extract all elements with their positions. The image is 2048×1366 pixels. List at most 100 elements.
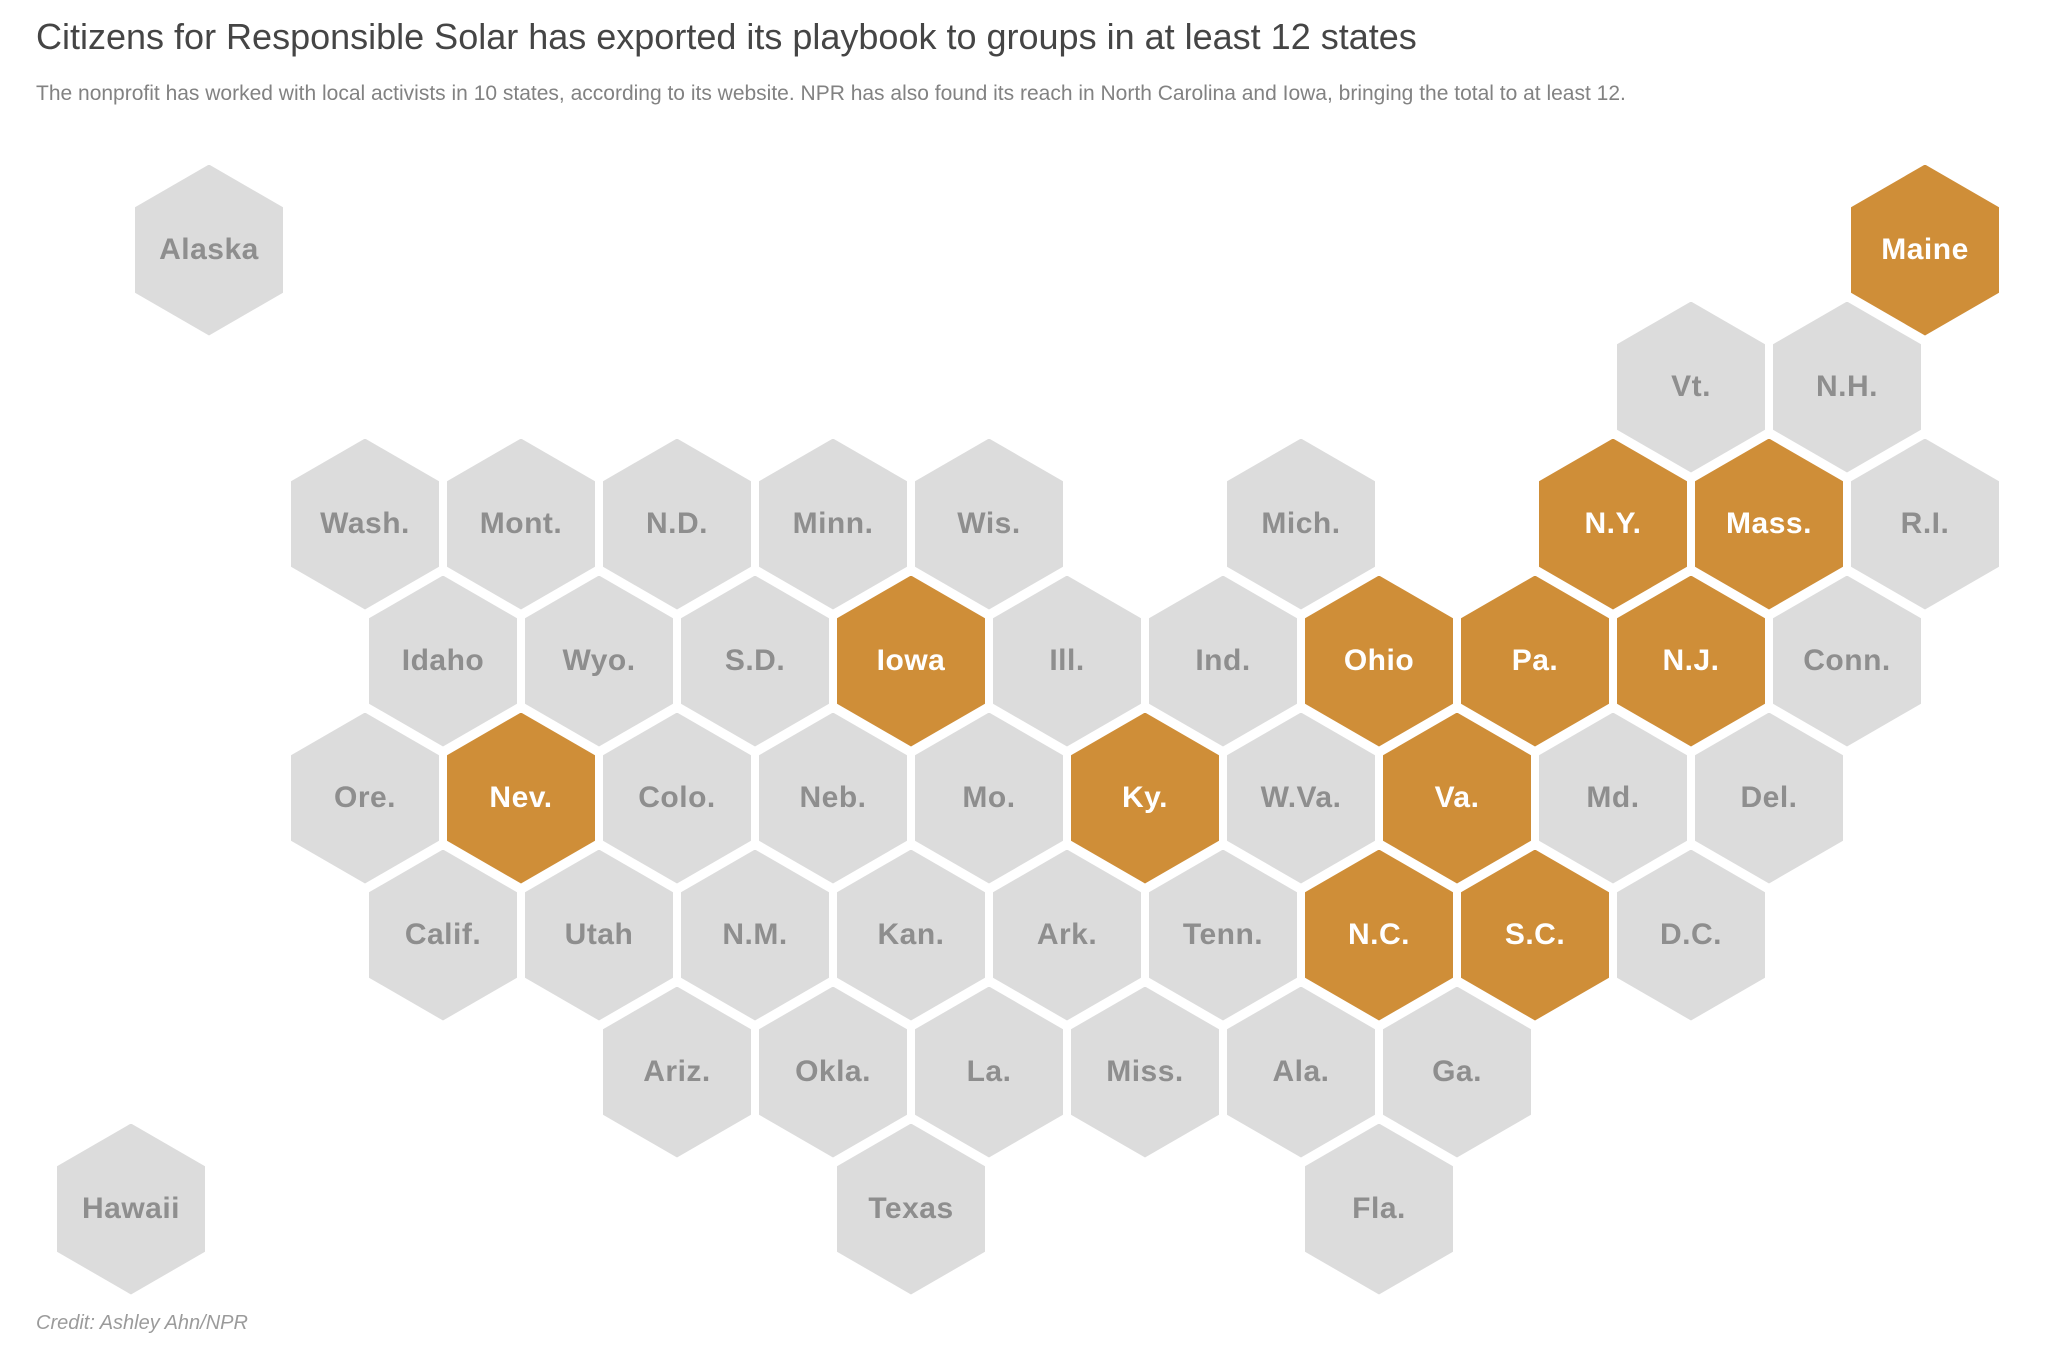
state-hex-idaho: Idaho <box>369 575 517 747</box>
state-label-nc: N.C. <box>1348 918 1410 951</box>
state-label-va: Va. <box>1434 781 1480 814</box>
state-label-nj: N.J. <box>1662 644 1720 677</box>
state-hex-wis: Wis. <box>915 438 1063 610</box>
state-hex-maine: Maine <box>1851 164 1999 336</box>
state-label-colo: Colo. <box>638 781 716 814</box>
state-hex-alaska: Alaska <box>135 164 283 336</box>
state-hex-ariz: Ariz. <box>603 986 751 1158</box>
state-hex-okla: Okla. <box>759 986 907 1158</box>
state-label-la: La. <box>966 1055 1012 1088</box>
state-label-ark: Ark. <box>1036 918 1098 951</box>
state-hex-va: Va. <box>1383 712 1531 884</box>
state-label-wyo: Wyo. <box>562 644 636 677</box>
state-hex-utah: Utah <box>525 849 673 1021</box>
state-label-ariz: Ariz. <box>643 1055 711 1088</box>
state-hex-minn: Minn. <box>759 438 907 610</box>
state-label-miss: Miss. <box>1106 1055 1184 1088</box>
state-hex-md: Md. <box>1539 712 1687 884</box>
state-label-sd: S.D. <box>724 644 786 677</box>
state-hex-kan: Kan. <box>837 849 985 1021</box>
state-hex-wva: W.Va. <box>1227 712 1375 884</box>
state-hex-mich: Mich. <box>1227 438 1375 610</box>
state-hex-mo: Mo. <box>915 712 1063 884</box>
state-hex-texas: Texas <box>837 1123 985 1295</box>
state-label-del: Del. <box>1740 781 1798 814</box>
state-label-conn: Conn. <box>1803 644 1891 677</box>
state-hex-ala: Ala. <box>1227 986 1375 1158</box>
state-label-md: Md. <box>1586 781 1640 814</box>
state-label-vt: Vt. <box>1671 370 1711 403</box>
state-label-ny: N.Y. <box>1584 507 1642 540</box>
state-hex-ga: Ga. <box>1383 986 1531 1158</box>
state-hex-nh: N.H. <box>1773 301 1921 473</box>
state-label-ri: R.I. <box>1900 507 1950 540</box>
state-hex-pa: Pa. <box>1461 575 1609 747</box>
state-hex-fla: Fla. <box>1305 1123 1453 1295</box>
state-label-iowa: Iowa <box>876 644 946 677</box>
state-hex-iowa: Iowa <box>837 575 985 747</box>
state-label-ga: Ga. <box>1432 1055 1482 1088</box>
state-hex-nj: N.J. <box>1617 575 1765 747</box>
state-label-wash: Wash. <box>320 507 410 540</box>
state-label-minn: Minn. <box>792 507 874 540</box>
state-hex-wash: Wash. <box>291 438 439 610</box>
state-label-pa: Pa. <box>1511 644 1559 677</box>
state-hex-mass: Mass. <box>1695 438 1843 610</box>
state-label-ky: Ky. <box>1122 781 1168 814</box>
state-label-fla: Fla. <box>1352 1192 1406 1225</box>
state-label-mass: Mass. <box>1726 507 1812 540</box>
state-label-hawaii: Hawaii <box>81 1192 181 1225</box>
state-label-ill: Ill. <box>1049 644 1085 677</box>
state-label-nev: Nev. <box>489 781 553 814</box>
state-label-wis: Wis. <box>957 507 1021 540</box>
state-hex-sc: S.C. <box>1461 849 1609 1021</box>
state-label-wva: W.Va. <box>1260 781 1342 814</box>
state-label-neb: Neb. <box>799 781 867 814</box>
state-label-nd: N.D. <box>646 507 708 540</box>
state-hex-ind: Ind. <box>1149 575 1297 747</box>
state-hex-ky: Ky. <box>1071 712 1219 884</box>
state-label-texas: Texas <box>868 1192 954 1225</box>
state-label-mich: Mich. <box>1261 507 1341 540</box>
state-label-idaho: Idaho <box>401 644 485 677</box>
state-hex-ill: Ill. <box>993 575 1141 747</box>
state-label-maine: Maine <box>1881 233 1969 266</box>
state-hex-dc: D.C. <box>1617 849 1765 1021</box>
state-hex-nm: N.M. <box>681 849 829 1021</box>
state-hex-vt: Vt. <box>1617 301 1765 473</box>
state-hex-nev: Nev. <box>447 712 595 884</box>
credit-line: Credit: Ashley Ahn/NPR <box>36 1312 248 1334</box>
state-hex-ny: N.Y. <box>1539 438 1687 610</box>
state-hex-ark: Ark. <box>993 849 1141 1021</box>
state-hex-neb: Neb. <box>759 712 907 884</box>
state-hex-ri: R.I. <box>1851 438 1999 610</box>
state-label-ala: Ala. <box>1272 1055 1330 1088</box>
state-label-okla: Okla. <box>795 1055 871 1088</box>
state-label-tenn: Tenn. <box>1182 918 1264 951</box>
state-label-ohio: Ohio <box>1343 644 1415 677</box>
state-hex-colo: Colo. <box>603 712 751 884</box>
state-hex-sd: S.D. <box>681 575 829 747</box>
state-label-ore: Ore. <box>333 781 397 814</box>
state-label-sc: S.C. <box>1504 918 1566 951</box>
state-hex-hawaii: Hawaii <box>57 1123 205 1295</box>
state-label-kan: Kan. <box>877 918 945 951</box>
state-hex-tenn: Tenn. <box>1149 849 1297 1021</box>
state-hex-nd: N.D. <box>603 438 751 610</box>
state-label-mo: Mo. <box>962 781 1016 814</box>
state-label-nh: N.H. <box>1816 370 1878 403</box>
state-hex-la: La. <box>915 986 1063 1158</box>
state-label-utah: Utah <box>564 918 634 951</box>
state-hex-wyo: Wyo. <box>525 575 673 747</box>
state-hex-nc: N.C. <box>1305 849 1453 1021</box>
state-label-dc: D.C. <box>1660 918 1722 951</box>
state-hex-del: Del. <box>1695 712 1843 884</box>
state-label-ind: Ind. <box>1195 644 1251 677</box>
state-label-mont: Mont. <box>479 507 563 540</box>
state-label-nm: N.M. <box>722 918 788 951</box>
state-label-alaska: Alaska <box>159 233 259 266</box>
state-hex-ohio: Ohio <box>1305 575 1453 747</box>
state-label-calif: Calif. <box>404 918 482 951</box>
